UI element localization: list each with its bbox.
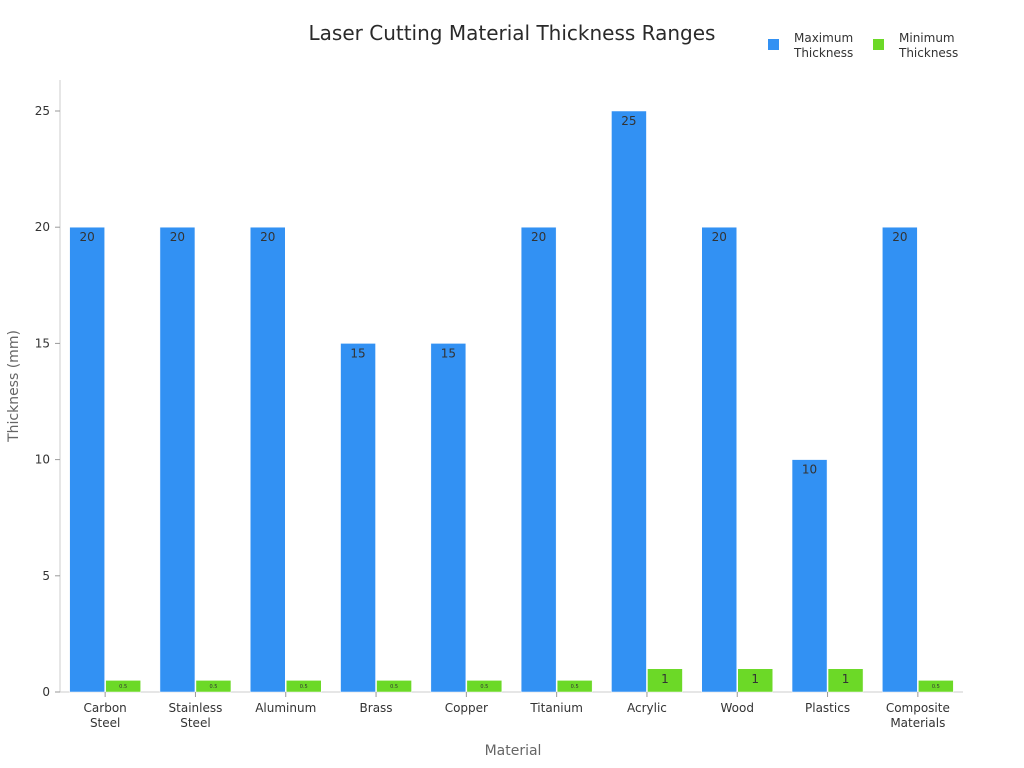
legend-label-minimum: Minimum Thickness bbox=[898, 31, 958, 60]
bar-maximum-6 bbox=[611, 110, 647, 693]
bar-value-label: 0.5 bbox=[119, 684, 127, 690]
bar-maximum-5 bbox=[520, 226, 557, 693]
bars: 20 0.5 20 0.5 20 0.5 15 0.5 15 0.5 20 0.5 25 1 20 1 10 1 2… bbox=[69, 110, 954, 693]
bar-value-label: 10 bbox=[802, 463, 817, 477]
x-tick-label: Aluminum bbox=[255, 701, 316, 715]
bar-value-label: 20 bbox=[712, 230, 727, 244]
bar-maximum-7 bbox=[701, 226, 737, 693]
bar-minimum-3 bbox=[376, 680, 412, 693]
bar-minimum-0 bbox=[105, 680, 141, 693]
bar-value-label: 25 bbox=[621, 114, 636, 128]
y-ticks: 0 5 10 15 20 25 bbox=[35, 104, 60, 699]
bar-value-label: 0.5 bbox=[480, 684, 488, 690]
bar-value-label: 0.5 bbox=[571, 684, 579, 690]
bar-value-label: 20 bbox=[170, 230, 185, 244]
legend-swatch-maximum bbox=[768, 39, 779, 50]
bar-maximum-3 bbox=[340, 343, 376, 693]
bar-value-label: 20 bbox=[531, 230, 546, 244]
bar-minimum-6 bbox=[647, 668, 683, 693]
bar-minimum-7 bbox=[737, 668, 773, 693]
y-tick-label: 10 bbox=[35, 453, 50, 467]
y-axis-title: Thickness (mm) bbox=[6, 330, 22, 443]
y-tick-label: 15 bbox=[35, 336, 50, 350]
bar-maximum-2 bbox=[250, 226, 286, 693]
legend-label-maximum: Maximum Thickness bbox=[793, 31, 857, 60]
y-tick-label: 5 bbox=[42, 569, 50, 583]
bar-minimum-5 bbox=[556, 680, 593, 693]
bar-value-label: 0.5 bbox=[390, 684, 398, 690]
x-axis-title: Material bbox=[485, 743, 542, 759]
x-ticks: Carbon Steel Stainless Steel Aluminum Brass Co… bbox=[84, 692, 950, 730]
bar-value-label: 0.5 bbox=[300, 684, 308, 690]
bar-minimum-8 bbox=[827, 668, 864, 693]
x-tick-label: Copper bbox=[445, 701, 488, 715]
bar-minimum-9 bbox=[918, 680, 954, 693]
bar-value-label: 0.5 bbox=[932, 684, 940, 690]
bar-value-label: 1 bbox=[661, 672, 669, 686]
bar-value-label: 15 bbox=[441, 346, 456, 360]
chart-title: Laser Cutting Material Thickness Ranges bbox=[309, 21, 716, 45]
x-tick-label: Wood bbox=[721, 701, 754, 715]
x-tick-label: Acrylic bbox=[627, 701, 667, 715]
x-tick-label: Plastics bbox=[805, 701, 850, 715]
bar-maximum-0 bbox=[69, 226, 105, 693]
x-tick-label: Stainless Steel bbox=[169, 701, 223, 730]
bar-value-label: 1 bbox=[842, 672, 850, 686]
y-tick-label: 0 bbox=[42, 685, 50, 699]
y-tick-label: 25 bbox=[35, 104, 50, 118]
x-tick-label: Carbon Steel bbox=[84, 701, 127, 730]
bar-maximum-8 bbox=[791, 459, 828, 693]
bar-value-label: 20 bbox=[260, 230, 275, 244]
x-tick-label: Titanium bbox=[529, 701, 583, 715]
bar-value-label: 20 bbox=[892, 230, 907, 244]
legend-swatch-minimum bbox=[873, 39, 884, 50]
x-tick-label: Composite Materials bbox=[886, 701, 950, 730]
bar-value-label: 15 bbox=[350, 346, 365, 360]
legend: Maximum Thickness Minimum Thickness bbox=[768, 31, 958, 60]
x-tick-label: Brass bbox=[360, 701, 393, 715]
bar-minimum-1 bbox=[195, 680, 232, 693]
bar-maximum-4 bbox=[430, 343, 467, 693]
bar-minimum-4 bbox=[466, 680, 503, 693]
bar-minimum-2 bbox=[286, 680, 322, 693]
bar-maximum-9 bbox=[882, 226, 918, 693]
bar-value-label: 1 bbox=[751, 672, 759, 686]
bar-value-label: 20 bbox=[80, 230, 95, 244]
bar-value-label: 0.5 bbox=[209, 684, 217, 690]
y-tick-label: 20 bbox=[35, 220, 50, 234]
bar-maximum-1 bbox=[159, 226, 196, 693]
